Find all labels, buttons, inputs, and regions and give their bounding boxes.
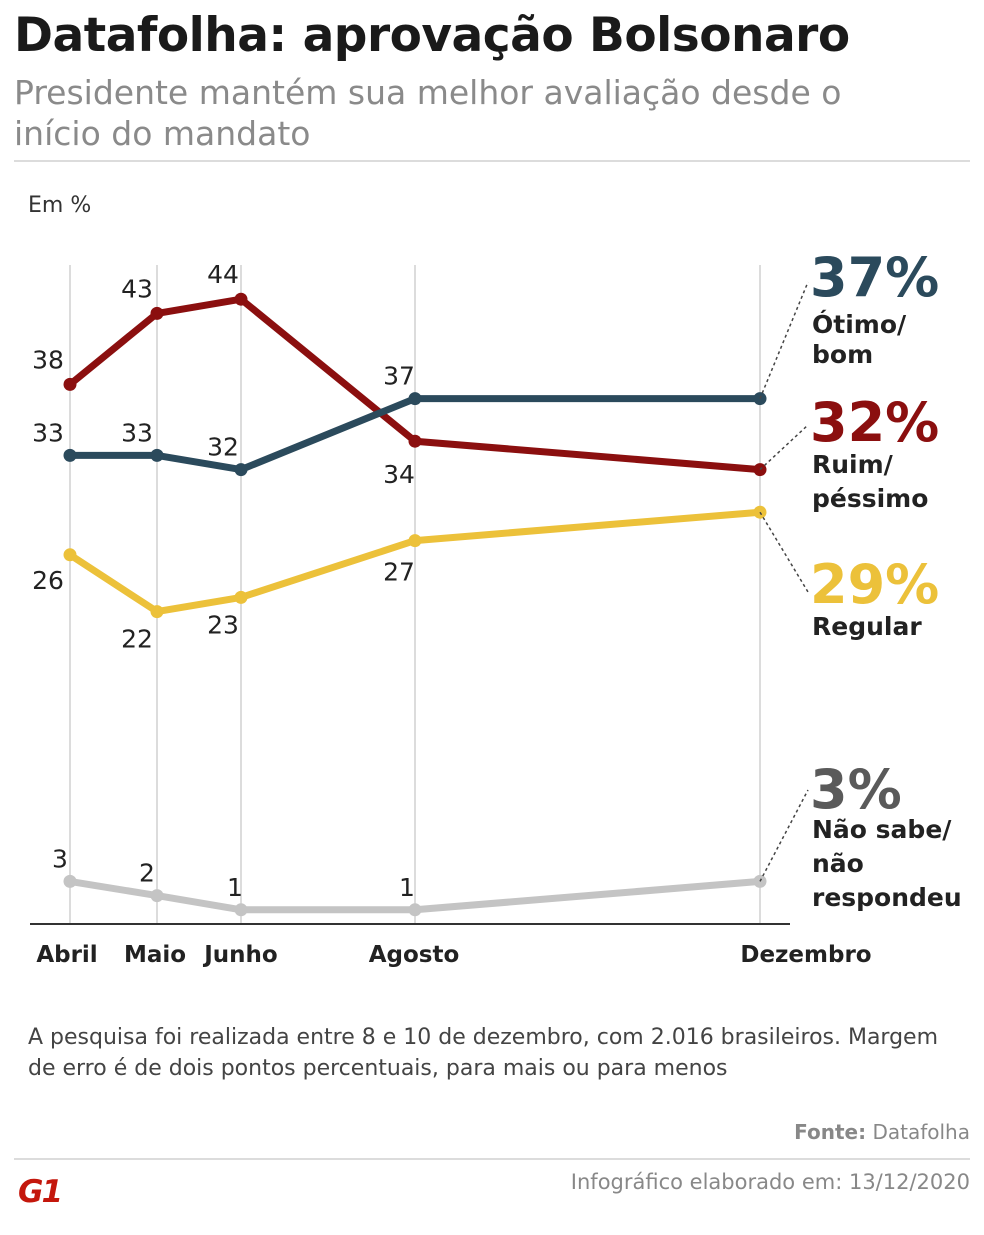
data-point-regular — [63, 548, 77, 562]
end-value-ns: 3% — [810, 758, 902, 821]
data-label-otimo: 37 — [383, 362, 415, 391]
data-label-otimo: 33 — [32, 418, 64, 447]
data-point-otimo — [234, 463, 248, 477]
data-point-otimo — [408, 392, 422, 406]
data-point-ruim — [150, 306, 164, 320]
footer-divider — [14, 1158, 970, 1160]
source-line: Fonte: Datafolha — [794, 1120, 970, 1144]
data-label-ns: 2 — [139, 859, 155, 888]
x-tick-label: Abril — [36, 942, 97, 968]
chart-subtitle: Presidente mantém sua melhor avaliação d… — [14, 73, 842, 153]
end-name-line: bom — [812, 340, 873, 369]
end-value-regular: 29% — [810, 553, 939, 616]
end-value-otimo: 37% — [810, 246, 939, 309]
end-labels: 37%Ótimo/bom 32%Ruim/péssimo 29%Regular 3%N… — [759, 246, 962, 912]
end-name-line: Regular — [812, 612, 922, 641]
data-point-ns — [408, 903, 422, 917]
g1-logo: G1 — [18, 1174, 63, 1210]
data-label-regular: 22 — [121, 625, 153, 654]
data-point-ns — [63, 874, 77, 888]
data-label-ruim: 34 — [383, 460, 415, 489]
line-chart: Em % Abril Maio Junho Agosto Dezembro 33 33 32… — [28, 193, 962, 968]
data-label-regular: 26 — [32, 566, 64, 595]
source-label: Fonte: — [794, 1120, 867, 1144]
data-point-otimo — [150, 448, 164, 462]
x-tick-label: Junho — [202, 942, 277, 968]
end-name-line: respondeu — [812, 883, 962, 912]
data-label-ns: 1 — [399, 873, 415, 902]
data-label-otimo: 32 — [207, 433, 239, 462]
leader-line-regular — [759, 511, 809, 593]
data-point-ruim — [63, 377, 77, 391]
data-label-regular: 23 — [207, 610, 239, 639]
leader-line-ns — [759, 789, 809, 882]
series-lines — [63, 292, 767, 917]
data-point-otimo — [63, 448, 77, 462]
end-name-line: não — [812, 849, 864, 878]
end-name-otimo: Ótimo/bom — [812, 309, 907, 369]
data-point-regular — [408, 534, 422, 548]
data-label-regular: 27 — [383, 558, 415, 587]
end-name-line: péssimo — [812, 484, 928, 513]
leader-line-otimo — [759, 281, 809, 399]
data-point-ruim — [234, 292, 248, 306]
end-value-ruim: 32% — [810, 391, 939, 454]
y-axis-label: Em % — [28, 193, 91, 218]
data-point-ns — [150, 889, 164, 903]
data-point-ruim — [408, 434, 422, 448]
x-tick-label: Dezembro — [740, 942, 871, 968]
end-name-regular: Regular — [812, 612, 922, 641]
data-label-ruim: 44 — [207, 260, 239, 289]
survey-note: A pesquisa foi realizada entre 8 e 10 de… — [28, 1025, 939, 1081]
data-label-ruim: 38 — [32, 345, 64, 374]
end-name-line: Não sabe/ — [812, 815, 952, 844]
data-label-ruim: 43 — [121, 274, 153, 303]
end-name-ruim: Ruim/péssimo — [812, 450, 928, 513]
end-name-ns: Não sabe/não respondeu — [812, 815, 962, 912]
top-divider — [14, 160, 970, 162]
data-label-otimo: 33 — [121, 418, 153, 447]
source-value: Datafolha — [872, 1120, 970, 1144]
end-name-line: Ruim/ — [812, 450, 894, 479]
x-tick-labels: Abril Maio Junho Agosto Dezembro — [36, 942, 871, 968]
data-label-ns: 1 — [227, 873, 243, 902]
x-tick-label: Agosto — [369, 942, 460, 968]
data-point-regular — [150, 605, 164, 619]
chart-title: Datafolha: aprovação Bolsonaro — [14, 8, 850, 63]
leader-line-ruim — [759, 424, 809, 471]
data-point-regular — [234, 590, 248, 604]
end-name-line: Ótimo/ — [812, 309, 907, 339]
data-point-ns — [234, 903, 248, 917]
x-tick-label: Maio — [124, 942, 186, 968]
gridlines — [69, 265, 761, 924]
data-label-ns: 3 — [52, 844, 68, 873]
credit-line: Infográfico elaborado em: 13/12/2020 — [570, 1170, 970, 1194]
